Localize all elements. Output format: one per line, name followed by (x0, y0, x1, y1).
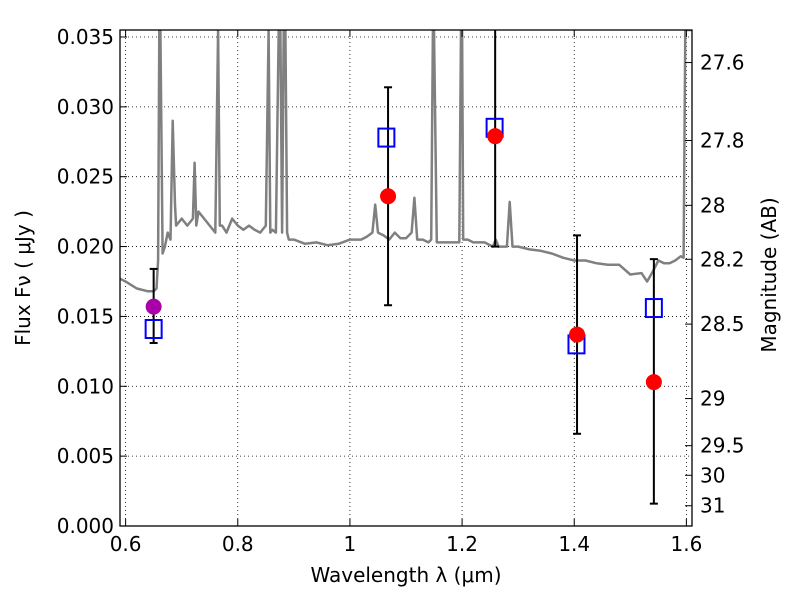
plot-frame (119, 29, 693, 527)
x-tick-label: 0.6 (110, 532, 142, 556)
y2-tick-label: 28 (700, 193, 725, 217)
series-0-square-marker (644, 298, 663, 319)
y-tick-label: 0.020 (57, 235, 114, 259)
x-tick-label: 0.8 (222, 532, 254, 556)
y2-tick-label: 28.2 (700, 247, 745, 271)
y2-tick-label: 29.5 (700, 434, 745, 458)
y2-tick-label: 31 (700, 494, 725, 518)
y2-tick-label: 30 (700, 463, 725, 487)
series-1-circle-marker (487, 128, 504, 145)
y-tick-label: 0.030 (57, 95, 114, 119)
plot-area (120, 30, 692, 505)
y-tick-label: 0.035 (57, 25, 114, 49)
grid-layer (120, 30, 692, 526)
series-1-circle-marker (569, 326, 586, 343)
y-tick-label: 0.010 (57, 374, 114, 398)
y2-tick-label: 27.8 (700, 129, 745, 153)
y2-axis-title: Magnitude (AB) (757, 197, 781, 352)
series-2-circle-marker (145, 298, 162, 315)
x-tick-label: 1.6 (670, 532, 702, 556)
series-1-circle-marker (380, 188, 397, 205)
y2-tick-label: 28.5 (700, 312, 745, 336)
y-tick-label: 0.005 (57, 444, 114, 468)
model-spectrum-line (120, 30, 692, 293)
y-tick-label: 0.025 (57, 165, 114, 189)
y2-tick-label: 29 (700, 387, 725, 411)
ticks-layer: 0.6 0.8 1 1.2 1.4 1.6 0.000 0.005 0.010 0.015 0.02… (57, 25, 745, 556)
x-axis-title: Wavelength λ (μm) (310, 563, 501, 587)
series-1-circle-marker (645, 374, 662, 391)
series-0-square-marker (144, 318, 163, 339)
x-tick-label: 1.2 (446, 532, 478, 556)
y2-tick-label: 27.6 (700, 51, 745, 75)
x-tick-label: 1.4 (558, 532, 590, 556)
x-tick-label: 1 (344, 532, 357, 556)
y-tick-label: 0.015 (57, 304, 114, 328)
series-0-square-marker (377, 127, 396, 148)
y-axis-title: Flux Fν ( μJy ) (11, 210, 35, 346)
y-tick-label: 0.000 (57, 514, 114, 538)
